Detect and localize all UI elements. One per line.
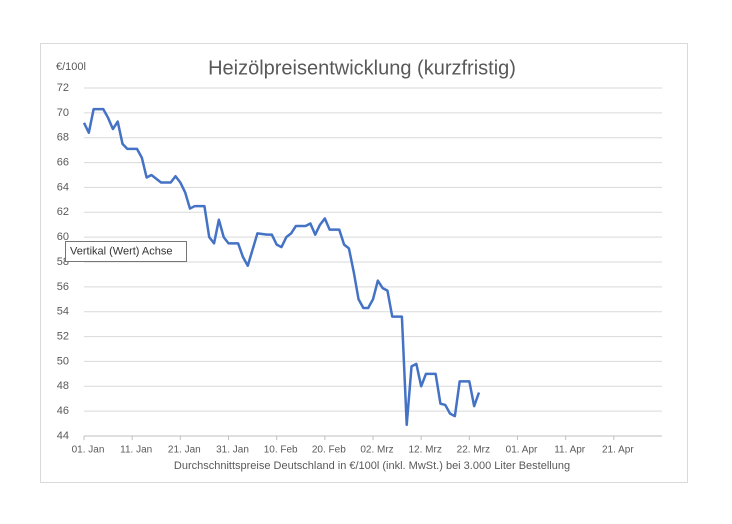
x-tick-label: 12. Mrz [408, 445, 441, 456]
x-tick-label: 10. Feb [264, 445, 298, 456]
data-line [82, 107, 481, 427]
y-tick-label: 70 [57, 107, 69, 119]
x-tick-label: 31. Jan [216, 445, 249, 456]
y-tick-label: 54 [57, 306, 69, 318]
x-tick-label: 20. Feb [312, 445, 346, 456]
y-tick-label: 50 [57, 355, 69, 367]
x-tick-label: 22. Mrz [457, 445, 490, 456]
y-tick-label: 56 [57, 281, 69, 293]
y-tick-label: 66 [57, 156, 69, 168]
tooltip-box [65, 241, 187, 262]
chart-area [40, 43, 688, 483]
y-tick-label: 52 [57, 330, 69, 342]
x-tick-label: 21. Jan [168, 445, 201, 456]
y-tick-label: 62 [57, 206, 69, 218]
x-axis-label: Durchschnittspreise Deutschland in €/100… [174, 460, 570, 472]
y-tick-label: 44 [57, 430, 69, 442]
x-tick-label: 01. Apr [506, 445, 538, 456]
chart-title: Heizölpreisentwicklung (kurzfristig) [208, 57, 516, 79]
x-tick-label: 02. Mrz [360, 445, 393, 456]
x-tick-label: 11. Jan [120, 445, 152, 456]
y-axis-label: €/100l [56, 61, 86, 73]
x-tick-label: 01. Jan [72, 445, 105, 456]
tooltip: Vertikal (Wert) Achse [65, 241, 187, 262]
x-tick-label: 11. Apr [554, 445, 586, 456]
y-tick-label: 68 [57, 132, 69, 144]
x-tick-label: 21. Apr [602, 445, 634, 456]
y-tick-label: 46 [57, 405, 69, 417]
y-tick-label: 60 [57, 231, 69, 243]
y-tick-label: 48 [57, 380, 69, 392]
y-tick-label: 64 [57, 181, 69, 193]
tooltip-text: Vertikal (Wert) Achse [70, 245, 173, 257]
y-tick-label: 72 [57, 82, 69, 94]
